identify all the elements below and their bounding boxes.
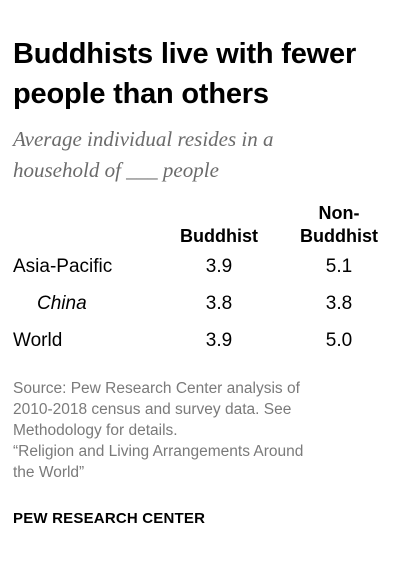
source-line-4: “Religion and Living Arrangements Around bbox=[13, 443, 304, 460]
brand-logo-text: PEW RESEARCH CENTER bbox=[13, 510, 206, 527]
chart-container: Buddhists live with fewer people than ot… bbox=[13, 34, 398, 527]
table-row-world: World 3.9 5.0 bbox=[13, 322, 403, 359]
cell-world-buddhist: 3.9 bbox=[205, 329, 233, 351]
cell-asia-pacific-non-buddhist: 5.1 bbox=[325, 255, 353, 277]
cell-china-buddhist: 3.8 bbox=[205, 292, 233, 314]
title-line-2: people than others bbox=[13, 78, 269, 110]
source-line-1: Source: Pew Research Center analysis of bbox=[13, 380, 300, 397]
table-row-china: China 3.8 3.8 bbox=[13, 285, 403, 322]
table-row-asia-pacific: Asia-Pacific 3.9 5.1 bbox=[13, 248, 403, 285]
chart-subtitle: Average individual resides in a househol… bbox=[13, 124, 398, 186]
column-header-non-buddhist: Non- Buddhist bbox=[275, 202, 403, 248]
subtitle-line-1: Average individual resides in a bbox=[13, 127, 274, 151]
column-header-buddhist: Buddhist bbox=[163, 202, 275, 248]
cell-asia-pacific-buddhist: 3.9 bbox=[205, 255, 233, 277]
column-header-non-buddhist-line-2: Buddhist bbox=[300, 226, 378, 246]
source-line-2: 2010-2018 census and survey data. See bbox=[13, 401, 292, 418]
data-table: Buddhist Non- Buddhist Asia-Pacific 3.9 … bbox=[13, 202, 403, 359]
title-line-1: Buddhists live with fewer bbox=[13, 38, 357, 70]
row-label-world: World bbox=[13, 329, 63, 351]
cell-world-non-buddhist: 5.0 bbox=[325, 329, 353, 351]
row-label-china: China bbox=[37, 292, 87, 314]
column-header-non-buddhist-line-1: Non- bbox=[318, 203, 360, 223]
table-header-row: Buddhist Non- Buddhist bbox=[13, 202, 403, 248]
column-header-buddhist-line-1: Buddhist bbox=[180, 226, 258, 246]
source-note: Source: Pew Research Center analysis of … bbox=[13, 378, 398, 483]
row-label-asia-pacific: Asia-Pacific bbox=[13, 255, 113, 277]
stub-header bbox=[13, 202, 163, 248]
cell-china-non-buddhist: 3.8 bbox=[325, 292, 353, 314]
source-line-5: the World” bbox=[13, 464, 85, 481]
source-line-3: Methodology for details. bbox=[13, 422, 178, 439]
subtitle-line-2: household of ___ people bbox=[13, 158, 219, 182]
chart-title: Buddhists live with fewer people than ot… bbox=[13, 34, 398, 114]
